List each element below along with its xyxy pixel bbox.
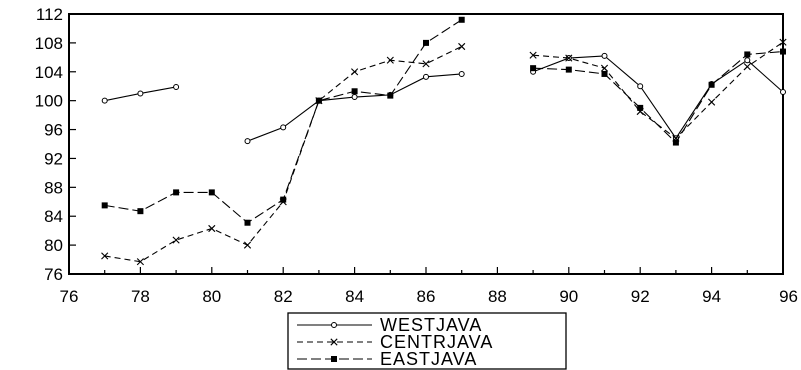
series-line [247,73,462,142]
x-tick-label: 78 [131,287,150,306]
x-tick-label: 84 [345,287,364,306]
y-tick-label: 108 [35,34,63,53]
data-point [173,189,180,196]
y-tick-label: 96 [44,121,63,140]
data-point [208,224,216,233]
x-tick-label: 76 [60,287,79,306]
legend-label: CENTRJAVA [380,332,493,352]
series-centrjava [101,38,787,266]
x-tick-label: 86 [417,287,436,306]
x-tick-label: 96 [779,287,798,306]
data-point [637,83,644,90]
y-tick-label: 84 [44,207,63,226]
data-point [530,65,537,72]
x-tick-label: 92 [631,287,650,306]
data-point [137,208,144,215]
data-point [601,52,608,59]
series-line [104,19,462,224]
data-point [315,97,322,104]
x-axis: 76 78 80 82 84 86 88 90 92 94 96 [60,267,798,306]
data-point [458,16,465,23]
data-point [351,88,358,95]
x-tick-label: 88 [488,287,507,306]
data-point [101,202,108,209]
series-layer [101,16,787,266]
data-point [136,258,144,266]
data-point [351,68,359,76]
x-tick-label: 94 [702,287,721,306]
legend-label: WESTJAVA [380,315,482,335]
data-point [172,236,180,244]
data-point [780,89,786,95]
series-eastjava [101,16,786,226]
y-tick-label: 104 [35,63,63,82]
data-point [351,94,358,101]
data-point [708,98,716,106]
y-tick-label: 88 [44,178,63,197]
data-point [458,42,466,51]
legend-entry: WESTJAVA [297,315,482,335]
data-point [672,139,679,146]
legend-label: EASTJAVA [380,349,477,369]
data-point [779,38,787,46]
data-point [101,252,109,260]
y-tick-label: 76 [44,265,63,284]
data-point [708,81,715,88]
data-point [173,83,180,90]
y-axis: 76 80 84 88 92 96 100 104 108 112 [35,5,76,284]
x-tick-label: 90 [559,287,578,306]
y-tick-label: 92 [44,149,63,168]
data-point [744,57,751,64]
data-point [458,70,465,77]
data-point [601,70,608,77]
data-point [244,138,251,145]
data-point [331,356,337,362]
data-point [101,97,108,104]
data-point [208,189,215,196]
data-point [386,56,394,64]
x-tick-label: 80 [202,287,221,306]
data-point [743,63,751,71]
data-point [137,90,144,97]
y-tick-label: 112 [36,5,63,24]
data-point [243,241,252,249]
legend-entry: CENTRJAVA [297,332,493,352]
data-point [422,60,430,68]
data-point [529,51,537,59]
data-point [330,338,338,346]
data-point [331,322,337,328]
data-point [600,64,609,72]
series-line [532,55,784,140]
data-point [423,73,429,80]
data-point [280,196,287,203]
data-point [387,92,394,99]
series-line [533,51,784,144]
data-point [423,39,429,46]
data-point [744,51,751,58]
data-point [780,48,786,55]
data-point [565,66,572,73]
data-point [637,104,644,111]
legend-entry: EASTJAVA [297,349,477,369]
data-point [565,54,573,62]
data-point [244,219,251,226]
y-tick-label: 80 [44,236,63,255]
x-tick-label: 82 [274,287,293,306]
y-tick-label: 100 [35,92,63,111]
series-line [104,46,462,263]
data-point [280,124,287,131]
